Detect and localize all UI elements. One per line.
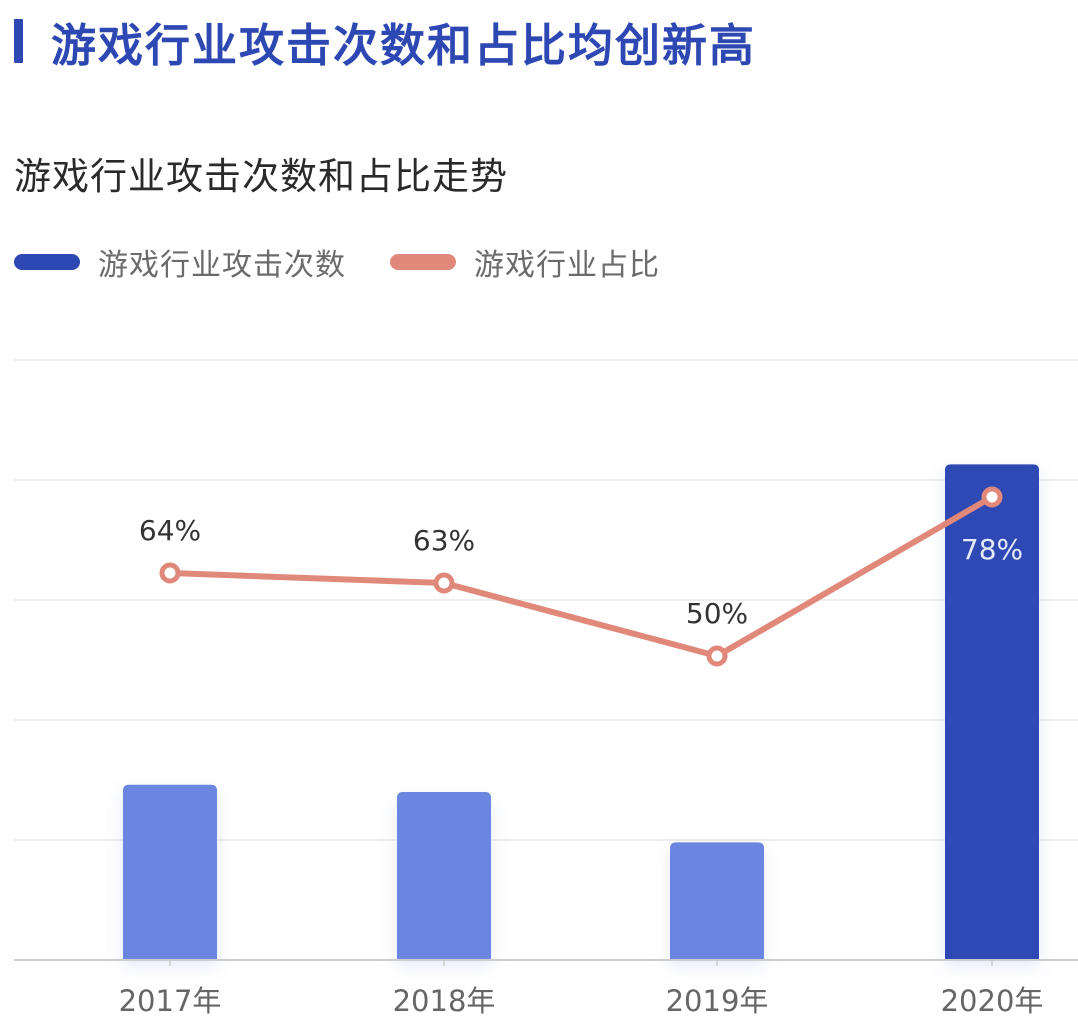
headline-text: 游戏行业攻击次数和占比均创新高 xyxy=(51,18,757,72)
x-axis-labels: 2017年 2018年 2019年 2020年 xyxy=(119,984,1044,1018)
x-axis-label: 2018年 xyxy=(393,984,496,1018)
legend-label: 游戏行业占比 xyxy=(474,248,660,283)
share-data-label: 50% xyxy=(686,597,748,630)
legend-item-attack-count[interactable]: 游戏行业攻击次数 xyxy=(14,240,346,284)
headline-accent-bar xyxy=(14,19,23,63)
share-point-2019年[interactable] xyxy=(706,645,728,667)
x-axis-label: 2017年 xyxy=(119,984,222,1018)
x-axis-label: 2020年 xyxy=(941,984,1044,1018)
legend-swatch-bar xyxy=(14,254,80,270)
chart-title: 游戏行业攻击次数和占比走势 xyxy=(14,155,508,198)
legend-label: 游戏行业攻击次数 xyxy=(98,248,346,283)
bar-series xyxy=(123,464,1039,960)
x-axis-label: 2019年 xyxy=(666,984,769,1018)
line-series: 64% 63% 50% 78% xyxy=(139,486,1023,667)
share-point-2017年[interactable] xyxy=(159,562,181,584)
legend-swatch-line xyxy=(390,254,456,270)
bar-2017年[interactable] xyxy=(123,784,217,960)
bar-2020年[interactable] xyxy=(945,464,1039,960)
legend-item-share[interactable]: 游戏行业占比 xyxy=(390,240,660,284)
share-point-2018年[interactable] xyxy=(433,572,455,594)
gridlines xyxy=(14,359,1078,841)
share-data-label: 64% xyxy=(139,514,201,547)
headline: 游戏行业攻击次数和占比均创新高 xyxy=(14,6,756,76)
share-data-label: 78% xyxy=(961,533,1023,566)
share-data-label: 63% xyxy=(413,524,475,557)
bar-2018年[interactable] xyxy=(397,792,491,960)
x-axis-ticks xyxy=(169,960,993,966)
share-point-2020年[interactable] xyxy=(981,486,1003,508)
chart-legend: 游戏行业攻击次数 游戏行业占比 xyxy=(14,240,704,284)
bar-2019年[interactable] xyxy=(670,842,764,960)
share-line xyxy=(169,494,994,659)
